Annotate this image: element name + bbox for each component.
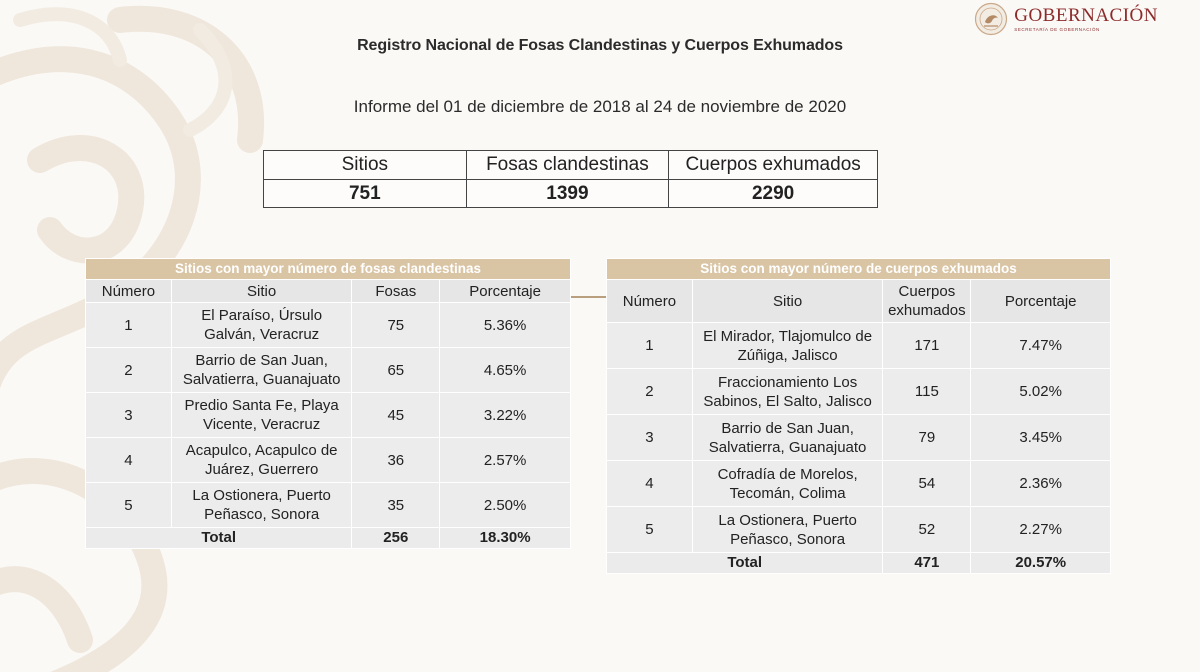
row-number: 1 (85, 302, 172, 348)
table-row: 2 Fraccionamiento Los Sabinos, El Salto,… (606, 368, 1111, 415)
row-site: Cofradía de Morelos, Tecomán, Colima (691, 460, 884, 507)
table-row: 4 Acapulco, Acapulco de Juárez, Guerrero… (85, 437, 571, 483)
row-number: 4 (85, 437, 172, 483)
row-count: 35 (351, 482, 441, 528)
fosas-table-caption-row: Sitios con mayor número de fosas clandes… (85, 258, 571, 280)
cuerpos-table-caption-row: Sitios con mayor número de cuerpos exhum… (606, 258, 1111, 280)
table-row: 5 La Ostionera, Puerto Peñasco, Sonora 5… (606, 506, 1111, 553)
row-number: 3 (85, 392, 172, 438)
row-number: 5 (85, 482, 172, 528)
fosas-table: Sitios con mayor número de fosas clandes… (84, 258, 571, 549)
report-period: Informe del 01 de diciembre de 2018 al 2… (353, 97, 847, 116)
cuerpos-table-header-row: Número Sitio Cuerpos exhumados Porcentaj… (606, 279, 1111, 323)
national-seal-icon (975, 2, 1008, 36)
column-header-sitio: Sitio (691, 279, 884, 323)
column-header-sitio: Sitio (170, 279, 353, 303)
summary-value-row: 751 1399 2290 (263, 179, 878, 208)
row-percent: 3.45% (970, 414, 1111, 461)
cuerpos-total-row: Total 471 20.57% (605, 552, 1111, 574)
row-count: 45 (351, 392, 441, 438)
total-label: Total (84, 527, 353, 549)
cuerpos-table-caption: Sitios con mayor número de cuerpos exhum… (606, 258, 1111, 280)
row-number: 5 (606, 506, 693, 553)
column-header-porcentaje: Porcentaje (439, 279, 571, 303)
total-count: 471 (882, 552, 972, 574)
row-site: Fraccionamiento Los Sabinos, El Salto, J… (691, 368, 884, 415)
row-count: 171 (882, 322, 972, 369)
table-row: 5 La Ostionera, Puerto Peñasco, Sonora 3… (85, 482, 571, 528)
table-row: 3 Predio Santa Fe, Playa Vicente, Veracr… (85, 392, 571, 438)
page-title: Registro Nacional de Fosas Clandestinas … (357, 37, 843, 54)
row-count: 65 (351, 347, 441, 393)
row-count: 75 (351, 302, 441, 348)
summary-header-sitios: Sitios (263, 150, 467, 180)
row-site: El Paraíso, Úrsulo Galván, Veracruz (170, 302, 353, 348)
total-label: Total (605, 552, 884, 574)
gobernacion-logo: GOBERNACIÓN SECRETARÍA DE GOBERNACIÓN (974, 2, 1158, 36)
row-percent: 2.36% (970, 460, 1111, 507)
row-site: Predio Santa Fe, Playa Vicente, Veracruz (170, 392, 353, 438)
row-site: La Ostionera, Puerto Peñasco, Sonora (691, 506, 884, 553)
column-header-numero: Número (85, 279, 172, 303)
summary-header-row: Sitios Fosas clandestinas Cuerpos exhuma… (263, 150, 878, 180)
row-count: 52 (882, 506, 972, 553)
row-count: 115 (882, 368, 972, 415)
row-count: 79 (882, 414, 972, 461)
row-percent: 2.57% (439, 437, 571, 483)
logo-title: GOBERNACIÓN (1014, 5, 1158, 26)
row-number: 3 (606, 414, 693, 461)
summary-value-fosas: 1399 (465, 179, 670, 208)
row-number: 2 (606, 368, 693, 415)
row-count: 54 (882, 460, 972, 507)
summary-value-cuerpos: 2290 (668, 179, 878, 208)
table-connector-line (571, 296, 606, 298)
total-percent: 18.30% (439, 527, 571, 549)
column-header-numero: Número (606, 279, 693, 323)
row-site: Acapulco, Acapulco de Juárez, Guerrero (170, 437, 353, 483)
row-number: 2 (85, 347, 172, 393)
row-site: El Mirador, Tlajomulco de Zúñiga, Jalisc… (691, 322, 884, 369)
column-header-porcentaje: Porcentaje (970, 279, 1111, 323)
column-header-cuerpos: Cuerpos exhumados (882, 279, 972, 323)
row-number: 1 (606, 322, 693, 369)
row-number: 4 (606, 460, 693, 507)
fosas-table-caption: Sitios con mayor número de fosas clandes… (85, 258, 571, 280)
row-site: Barrio de San Juan, Salvatierra, Guanaju… (170, 347, 353, 393)
row-percent: 2.27% (970, 506, 1111, 553)
table-row: 3 Barrio de San Juan, Salvatierra, Guana… (606, 414, 1111, 461)
row-percent: 4.65% (439, 347, 571, 393)
row-percent: 5.36% (439, 302, 571, 348)
table-row: 1 El Paraíso, Úrsulo Galván, Veracruz 75… (85, 302, 571, 348)
row-percent: 3.22% (439, 392, 571, 438)
table-row: 1 El Mirador, Tlajomulco de Zúñiga, Jali… (606, 322, 1111, 369)
logo-subtitle: SECRETARÍA DE GOBERNACIÓN (1014, 27, 1100, 32)
row-percent: 2.50% (439, 482, 571, 528)
row-percent: 7.47% (970, 322, 1111, 369)
row-site: Barrio de San Juan, Salvatierra, Guanaju… (691, 414, 884, 461)
summary-value-sitios: 751 (263, 179, 467, 208)
total-count: 256 (351, 527, 441, 549)
fosas-table-header-row: Número Sitio Fosas Porcentaje (85, 279, 571, 303)
total-percent: 20.57% (970, 552, 1111, 574)
row-site: La Ostionera, Puerto Peñasco, Sonora (170, 482, 353, 528)
summary-header-fosas: Fosas clandestinas (465, 150, 670, 180)
table-row: 4 Cofradía de Morelos, Tecomán, Colima 5… (606, 460, 1111, 507)
fosas-total-row: Total 256 18.30% (84, 527, 571, 549)
summary-table: Sitios Fosas clandestinas Cuerpos exhuma… (263, 150, 878, 208)
table-row: 2 Barrio de San Juan, Salvatierra, Guana… (85, 347, 571, 393)
cuerpos-table: Sitios con mayor número de cuerpos exhum… (605, 258, 1111, 574)
summary-header-cuerpos: Cuerpos exhumados (668, 150, 878, 180)
column-header-fosas: Fosas (351, 279, 441, 303)
row-percent: 5.02% (970, 368, 1111, 415)
row-count: 36 (351, 437, 441, 483)
